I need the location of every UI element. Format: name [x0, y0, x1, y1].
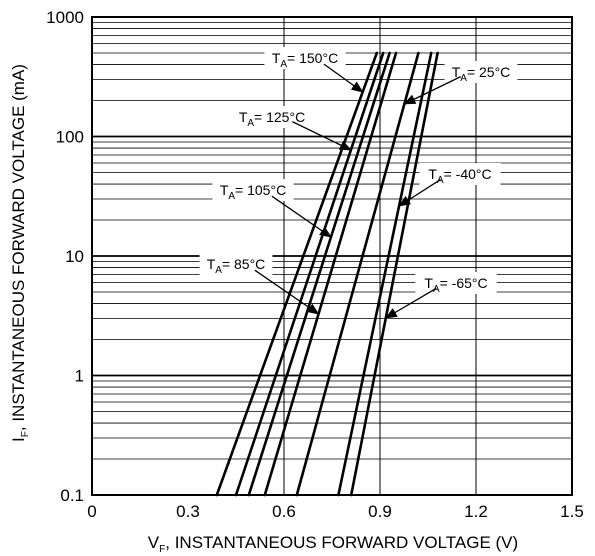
annotation-label: TA= -40°C [428, 166, 491, 186]
annotation-background [264, 47, 346, 69]
annotation-label: TA= 125°C [239, 109, 305, 129]
series-line [263, 51, 398, 497]
y-tick-label: 100 [56, 128, 84, 147]
annotation-background [231, 106, 313, 128]
annotation-background [212, 179, 294, 201]
y-axis-title: IF, INSTANTANEOUS FORWARD VOLTAGE (mA) [9, 64, 31, 442]
annotation-label: TA= 25°C [452, 64, 511, 84]
x-tick-label: 0.6 [272, 502, 296, 521]
annotation-arrow [384, 287, 437, 319]
series-line [215, 51, 379, 497]
series-line [349, 51, 439, 497]
x-tick-label: 0.9 [368, 502, 392, 521]
annotation-label: TA= 85°C [207, 256, 266, 276]
series-lines [215, 51, 439, 497]
annotation-arrow [292, 121, 352, 151]
x-tick-label: 1.2 [464, 502, 488, 521]
series-line [295, 51, 420, 497]
y-tick-label: 1 [75, 367, 84, 386]
grid [92, 16, 572, 496]
x-tick-label: 0 [87, 502, 96, 521]
plot-frame [91, 16, 573, 496]
annotation-background [199, 253, 273, 275]
annotation-arrow [271, 195, 332, 238]
annotation-arrow [398, 179, 441, 207]
y-tick-label: 1000 [46, 8, 84, 27]
x-axis-title: VF, INSTANTANEOUS FORWARD VOLTAGE (V) [148, 533, 518, 555]
annotation-background [444, 61, 518, 83]
y-tick-label: 10 [65, 247, 84, 266]
y-tick-label: 0.1 [60, 486, 84, 505]
annotation-label: TA= 105°C [220, 182, 286, 202]
tick-labels: 0 0.3 0.6 0.9 1.2 1.5 0.1 1 10 100 1000 [46, 8, 584, 521]
annotation-arrow [403, 76, 461, 105]
annotation-label: TA= 150°C [272, 50, 338, 70]
x-tick-label: 0.3 [176, 502, 200, 521]
annotation-arrow [323, 63, 364, 93]
annotation-arrow [254, 269, 320, 315]
series-line [247, 51, 391, 497]
annotation-label: TA= -65°C [424, 275, 487, 295]
series-line [337, 51, 433, 497]
series-line [234, 51, 385, 497]
annotations: TA= 150°C TA= 125°C TA= 105°C TA= 85°C TA= 2… [199, 47, 518, 319]
x-tick-label: 1.5 [560, 502, 584, 521]
